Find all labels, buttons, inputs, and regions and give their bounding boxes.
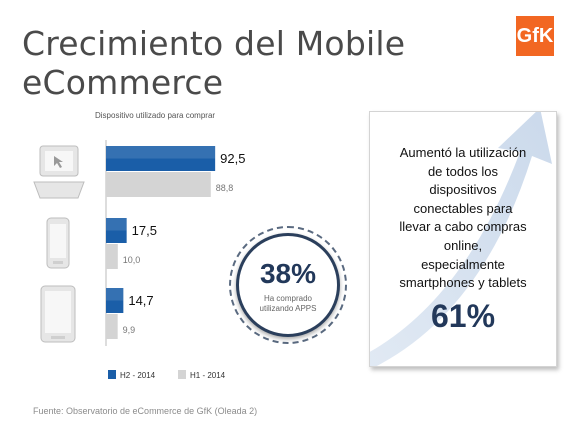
callout-text: Aumentó la utilización de todos los disp… xyxy=(399,145,527,291)
bar-h1-2 xyxy=(106,314,118,339)
bar-label-h2-0: 92,5 xyxy=(220,151,245,166)
bar-h2-2 xyxy=(106,288,124,313)
smartphone-icon xyxy=(46,217,70,269)
bar-label-h1-0: 88,8 xyxy=(216,183,234,193)
legend-h2: H2 - 2014 xyxy=(108,370,155,380)
bar-highlight-0 xyxy=(106,146,216,159)
gfk-logo: GfK xyxy=(516,16,554,56)
apps-caption: Ha comprado utilizando APPS xyxy=(259,294,317,313)
legend-h2-swatch xyxy=(108,370,116,379)
slide-title: Crecimiento del Mobile eCommerce xyxy=(22,24,406,102)
growth-arrow-icon xyxy=(370,112,552,366)
callout-percentage: 61% xyxy=(430,298,496,334)
apps-circle: 38% Ha comprado utilizando APPS xyxy=(229,226,347,344)
source-note: Fuente: Observatorio de eCommerce de GfK… xyxy=(33,406,258,416)
apps-percentage: 38% xyxy=(259,258,317,289)
bar-h2-1 xyxy=(106,218,127,243)
chart-title: Dispositivo utilizado para comprar xyxy=(95,111,216,120)
legend-h1: H1 - 2014 xyxy=(178,370,225,380)
callout-box: Aumentó la utilización de todos los disp… xyxy=(369,111,557,367)
computer-icon xyxy=(33,145,85,199)
bar-highlight-1 xyxy=(106,218,127,231)
bar-h2-0 xyxy=(106,146,216,171)
bar-h1-0 xyxy=(106,172,211,197)
bar-label-h1-2: 9,9 xyxy=(123,325,136,335)
tablet-icon xyxy=(40,285,76,343)
bar-label-h2-2: 14,7 xyxy=(128,293,153,308)
bar-label-h2-1: 17,5 xyxy=(132,223,157,238)
bar-h1-1 xyxy=(106,244,118,269)
bar-highlight-2 xyxy=(106,288,124,301)
legend-h1-swatch xyxy=(178,370,186,379)
bar-label-h1-1: 10,0 xyxy=(123,255,141,265)
